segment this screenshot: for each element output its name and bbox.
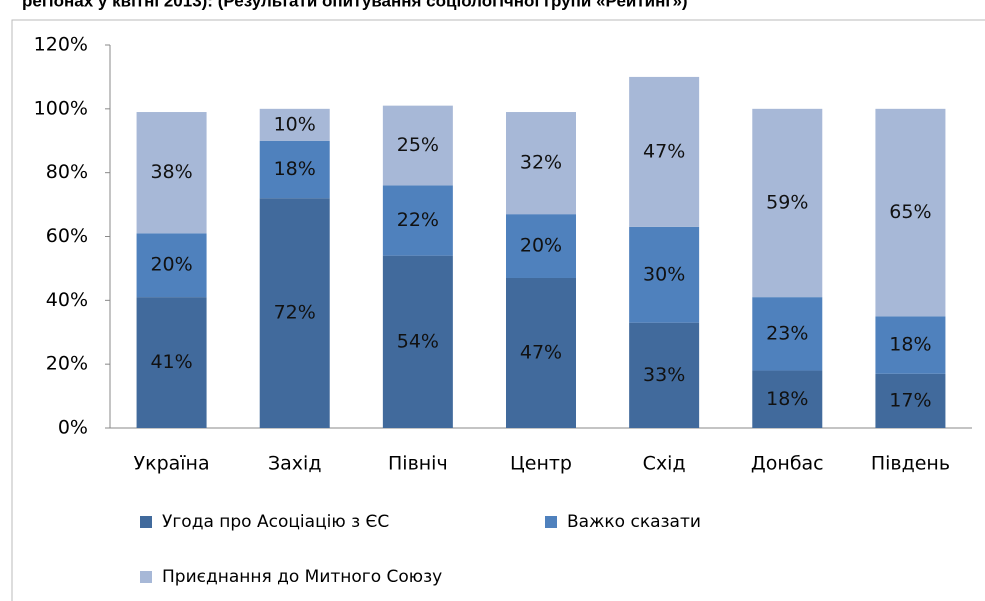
x-tick-label: Схід [643,453,686,475]
y-tick-label: 40% [46,289,88,311]
bar-segment [629,76,700,227]
value-label: 41% [150,351,192,373]
x-tick-label: Донбас [751,453,824,475]
bar-segment [506,112,576,215]
value-label: 32% [520,152,562,174]
y-tick-label: 100% [34,97,88,119]
value-label: 54% [397,330,439,352]
bar-segment [259,140,330,199]
y-tick-label: 0% [58,417,88,439]
legend-swatch [140,571,152,583]
y-tick-label: 80% [46,161,88,183]
y-tick-label: 120% [34,34,88,56]
bar-segment [875,373,946,428]
value-label: 47% [520,341,562,363]
x-tick-label: Центр [510,453,572,475]
value-label: 20% [150,254,192,276]
value-label: 18% [274,158,316,180]
chart-title: регіонах у квітні 2013): (Результати опи… [22,0,688,10]
bar-segment [752,370,823,428]
bar-segment [875,108,946,317]
bar-segment [382,185,453,256]
bar-segment [875,316,946,374]
value-label: 18% [766,388,808,410]
bar-segment [629,226,700,323]
x-tick-label: Україна [134,453,210,475]
bar-segment [136,112,207,234]
bar-segment [752,108,823,298]
value-label: 18% [889,334,931,356]
x-tick-label: Північ [388,453,448,475]
x-tick-label: Південь [871,453,950,475]
y-tick-label: 20% [46,353,88,375]
legend-swatch [140,516,152,528]
bar-segment [136,297,207,428]
value-label: 17% [889,389,931,411]
bar-segment [259,198,330,428]
legend-label: Угода про Асоціацію з ЄС [162,512,389,532]
y-tick-label: 60% [46,225,88,247]
bar-segment [382,105,453,186]
bar-segment [259,108,330,141]
value-label: 59% [766,191,808,213]
value-label: 23% [766,322,808,344]
value-label: 72% [274,302,316,324]
value-label: 30% [643,263,685,285]
bar-segment [506,277,576,428]
value-label: 10% [274,113,316,135]
value-label: 33% [643,364,685,386]
legend-label: Приєднання до Митного Союзу [162,567,442,587]
bar-segment [752,297,823,371]
value-label: 25% [397,134,439,156]
legend-label: Важко сказати [567,512,701,532]
value-label: 65% [889,201,931,223]
bar-segment [506,214,576,278]
value-label: 38% [150,161,192,183]
chart-frame [11,19,985,601]
x-tick-label: Захід [268,453,321,475]
bar-segment [136,233,207,298]
bar-segment [382,255,453,428]
value-label: 22% [397,209,439,231]
bar-segment [629,322,700,428]
value-label: 20% [520,235,562,257]
value-label: 47% [643,140,685,162]
legend-swatch [545,516,557,528]
